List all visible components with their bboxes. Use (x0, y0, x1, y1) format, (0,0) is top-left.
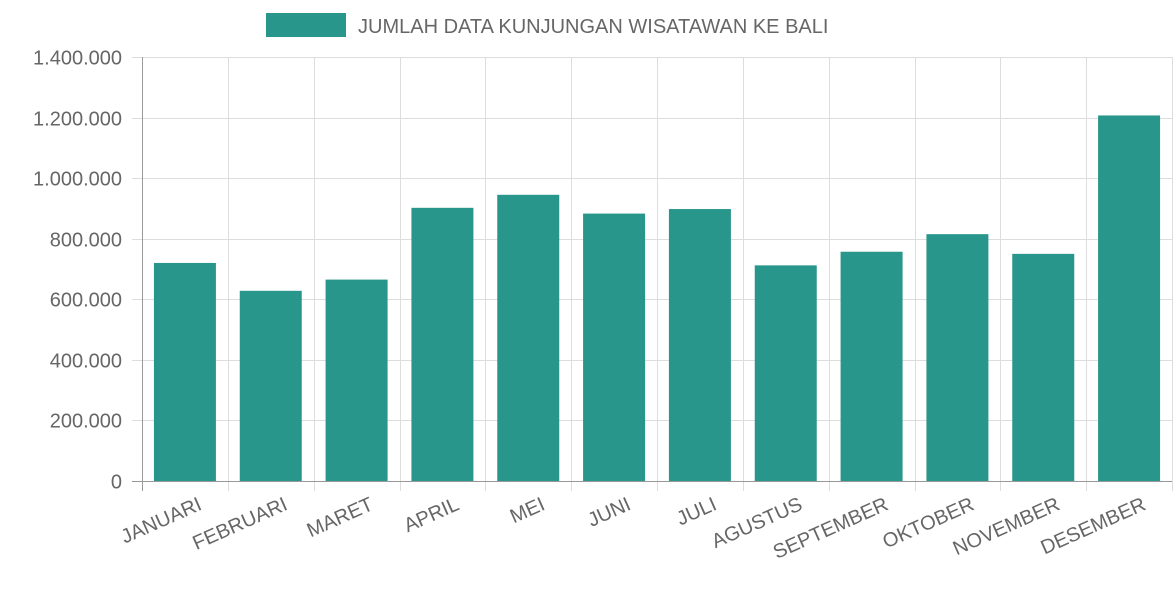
y-tick-label: 600.000 (50, 290, 122, 312)
x-tick-label: JULI (673, 493, 720, 530)
x-tick-label: JUNI (585, 493, 635, 531)
bar-juni[interactable] (583, 213, 646, 481)
bar-november[interactable] (1012, 253, 1075, 481)
bar-februari[interactable] (239, 290, 302, 481)
x-tick-label: MEI (507, 493, 548, 528)
y-tick-label: 0 (111, 472, 122, 494)
legend[interactable]: JUMLAH DATA KUNJUNGAN WISATAWAN KE BALI (266, 13, 828, 38)
bar-maret[interactable] (325, 279, 388, 481)
bar-september[interactable] (840, 251, 903, 481)
bar-april[interactable] (411, 207, 474, 481)
bar-januari[interactable] (153, 262, 216, 481)
axes (142, 57, 1172, 482)
bar-oktober[interactable] (926, 234, 989, 481)
legend-label: JUMLAH DATA KUNJUNGAN WISATAWAN KE BALI (358, 16, 828, 38)
bar-juli[interactable] (668, 209, 731, 481)
y-tick-label: 1.000.000 (33, 169, 122, 191)
y-axis-ticks: 0 200.000 400.000 600.000 800.000 1.000.000 1.… (33, 48, 122, 494)
bar-desember[interactable] (1098, 115, 1161, 482)
y-tick-label: 1.400.000 (33, 48, 122, 70)
y-tick-label: 800.000 (50, 230, 122, 252)
grid (132, 57, 1173, 491)
y-tick-label: 200.000 (50, 411, 122, 433)
x-tick-label: FEBRUARI (189, 493, 290, 554)
bar-mei[interactable] (497, 194, 560, 482)
x-tick-label: MARET (304, 493, 377, 542)
x-tick-label: APRIL (401, 493, 463, 537)
bar-agustus[interactable] (754, 265, 817, 481)
legend-swatch (266, 13, 346, 37)
bars (153, 115, 1161, 482)
y-tick-label: 400.000 (50, 351, 122, 373)
y-tick-label: 1.200.000 (33, 109, 122, 131)
